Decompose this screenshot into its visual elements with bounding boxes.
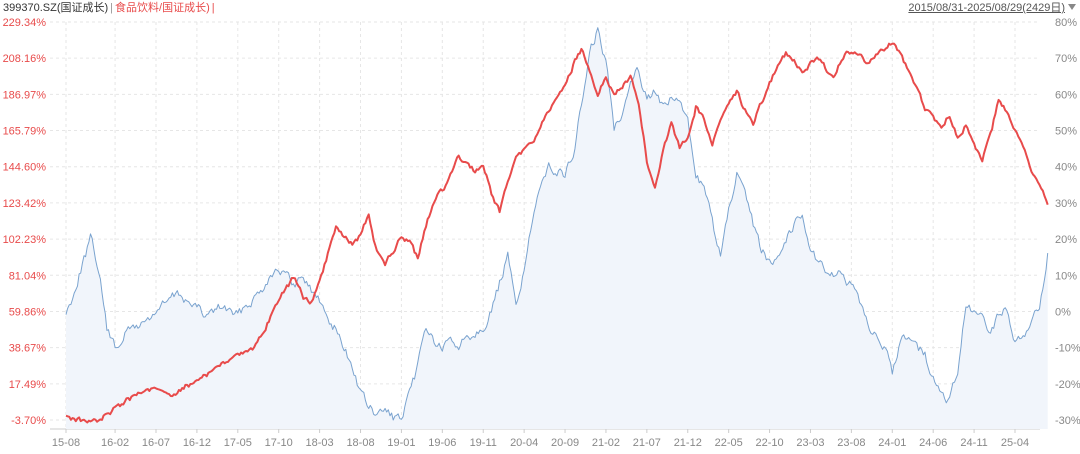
x-axis-tick-label: 24-01 <box>878 437 906 449</box>
x-axis-tick-label: 18-03 <box>306 437 334 449</box>
x-axis-tick-label: 20-09 <box>551 437 579 449</box>
right-axis-tick-label: 0% <box>1055 306 1071 318</box>
left-axis-tick-label: 144.60% <box>3 162 47 174</box>
right-axis-tick-label: 30% <box>1055 198 1077 210</box>
left-axis-tick-label: 123.42% <box>3 198 47 210</box>
left-axis-tick-label: 229.34% <box>3 17 47 29</box>
x-axis-tick-label: 19-11 <box>470 437 497 449</box>
right-axis-tick-label: -30% <box>1055 415 1080 427</box>
series1-label: 399370.SZ(国证成长) <box>3 2 109 14</box>
right-axis-tick-label: -20% <box>1055 379 1080 391</box>
x-axis-tick-label: 23-08 <box>837 437 865 449</box>
right-axis-tick-label: 40% <box>1055 162 1077 174</box>
x-axis-tick-label: 21-07 <box>633 437 661 449</box>
left-axis-tick-label: 165.79% <box>3 126 47 138</box>
x-axis-tick-label: 16-12 <box>183 437 211 449</box>
series-legend: 399370.SZ(国证成长) | 食品饮料/国证成长) | <box>3 0 217 16</box>
left-axis-tick-label: 208.16% <box>3 53 47 65</box>
series2-line <box>65 42 1049 424</box>
right-axis-tick-label: 50% <box>1055 126 1077 138</box>
left-axis-tick-label: 17.49% <box>9 379 47 391</box>
right-axis-tick-label: 70% <box>1055 53 1077 65</box>
right-axis-tick-label: 10% <box>1055 270 1077 282</box>
series1-line <box>65 27 1049 421</box>
x-axis-tick-label: 17-10 <box>265 437 293 449</box>
dropdown-caret-icon <box>1068 4 1076 10</box>
x-axis-tick-label: 21-12 <box>674 437 702 449</box>
x-axis-tick-label: 22-05 <box>715 437 743 449</box>
series1-area <box>66 27 1048 429</box>
left-axis-tick-label: 38.67% <box>9 343 47 355</box>
left-axis-tick-label: -3.70% <box>11 415 46 427</box>
legend-separator: | <box>110 2 114 14</box>
x-axis-tick-label: 24-11 <box>960 437 987 449</box>
x-axis-tick-label: 20-04 <box>510 437 538 449</box>
x-axis-tick-label: 24-06 <box>919 437 947 449</box>
right-axis-tick-label: 20% <box>1055 234 1077 246</box>
x-axis-tick-label: 17-05 <box>224 437 252 449</box>
x-axis-tick-label: 25-04 <box>1001 437 1029 449</box>
left-axis-tick-label: 81.04% <box>9 270 47 282</box>
date-range-text: 2015/08/31-2025/08/29(2429日) <box>908 2 1065 14</box>
x-axis-tick-label: 16-07 <box>142 437 170 449</box>
right-axis-tick-label: 60% <box>1055 89 1077 101</box>
date-range-selector[interactable]: 2015/08/31-2025/08/29(2429日) <box>908 0 1076 16</box>
right-axis-tick-label: 80% <box>1055 17 1077 29</box>
x-axis-tick-label: 19-06 <box>428 437 456 449</box>
chart-header: 399370.SZ(国证成长) | 食品饮料/国证成长) | 2015/08/31-2… <box>0 0 1080 16</box>
x-axis-tick-label: 23-03 <box>796 437 824 449</box>
x-axis-tick-label: 19-01 <box>387 437 415 449</box>
x-axis-tick-label: 15-08 <box>52 437 80 449</box>
x-axis-tick-label: 22-10 <box>755 437 783 449</box>
x-axis-tick-label: 16-02 <box>101 437 129 449</box>
legend-trailing-separator: | <box>211 2 215 14</box>
series2-label: 食品饮料/国证成长) <box>115 2 210 14</box>
left-axis-tick-label: 186.97% <box>3 89 47 101</box>
x-axis-tick-label: 21-02 <box>592 437 620 449</box>
right-axis-tick-label: -10% <box>1055 343 1080 355</box>
left-axis-tick-label: 59.86% <box>9 306 47 318</box>
x-axis-tick-label: 18-08 <box>346 437 374 449</box>
left-axis-tick-label: 102.23% <box>3 234 47 246</box>
